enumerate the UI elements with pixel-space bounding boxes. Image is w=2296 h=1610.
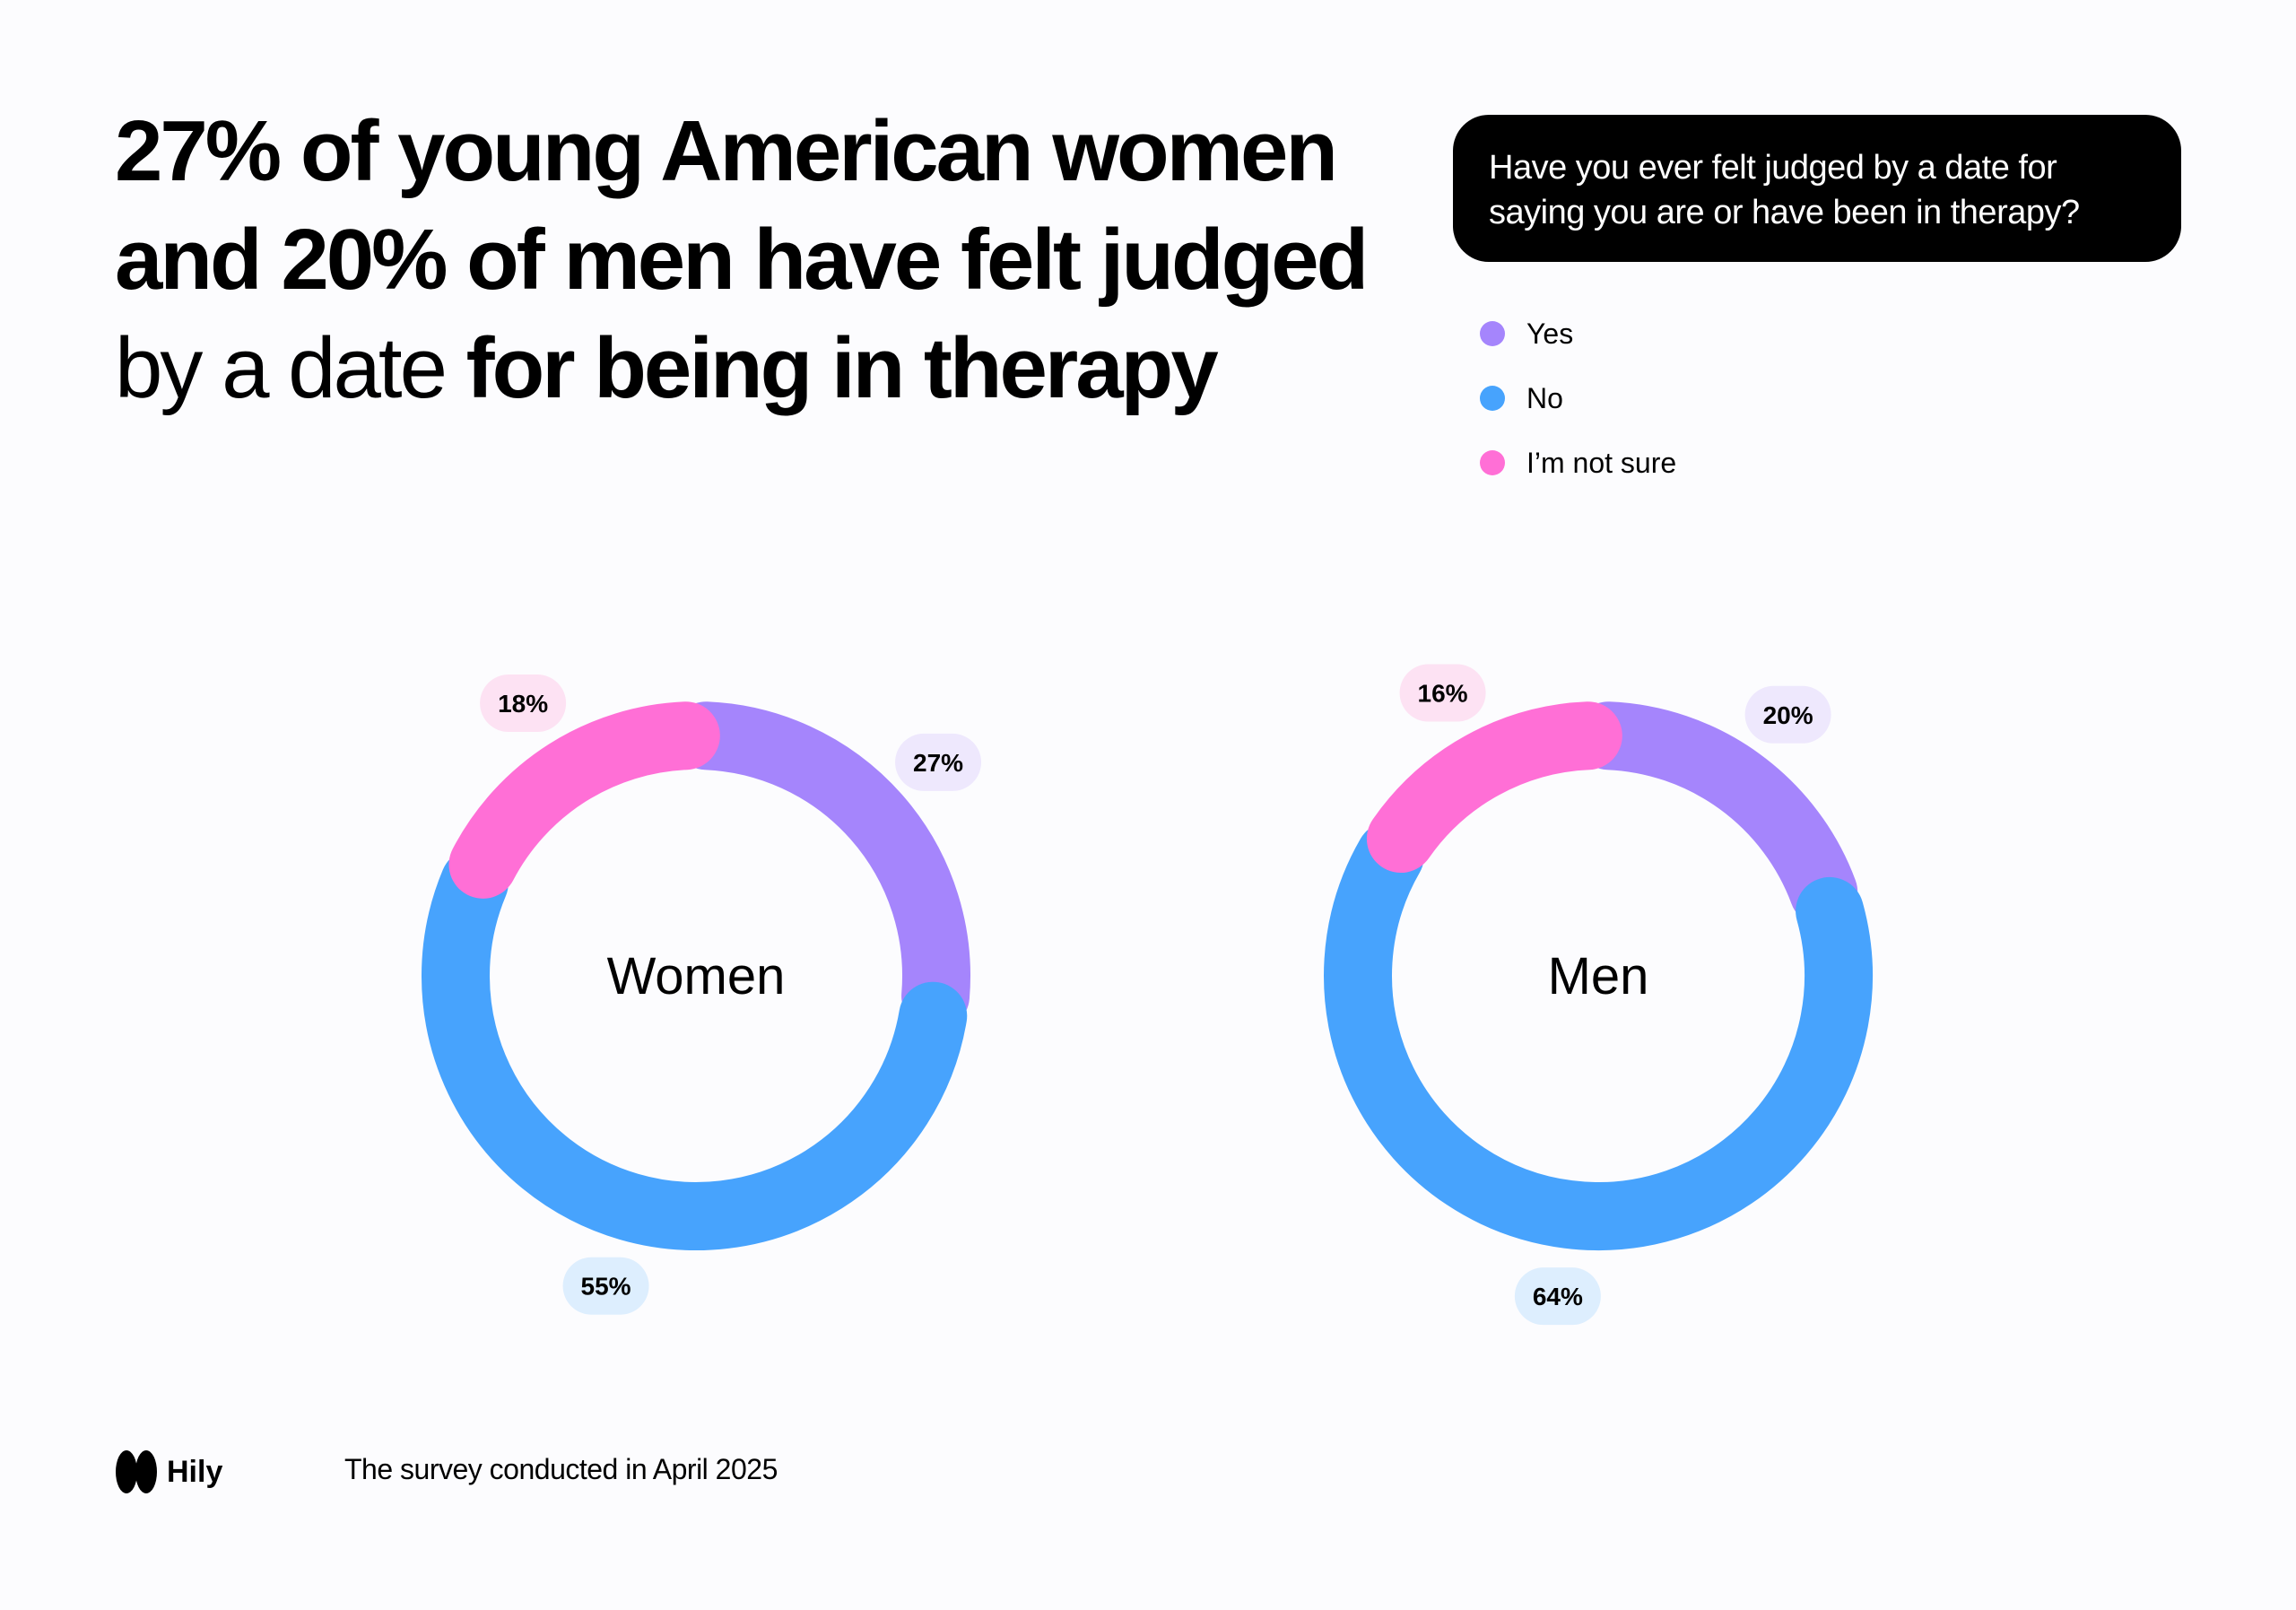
donut-center-label-women: Women bbox=[607, 947, 786, 1005]
hily-logo-icon bbox=[116, 1450, 157, 1493]
slice-label-bg-yes-men bbox=[1744, 685, 1831, 744]
slice-label-bg-i-m-not-sure-men bbox=[1399, 664, 1486, 722]
legend-item-not-sure: I’m not sure bbox=[1480, 431, 1676, 495]
survey-question: Have you ever felt judged by a date for … bbox=[1453, 115, 2181, 262]
donut-center-label-men: Men bbox=[1548, 947, 1649, 1005]
legend-label-not-sure: I’m not sure bbox=[1526, 446, 1677, 479]
legend-label-no: No bbox=[1526, 381, 1563, 414]
slice-i-m-not-sure-women bbox=[448, 701, 720, 899]
survey-date-note: The survey conducted in April 2025 bbox=[344, 1453, 778, 1485]
headline-bold-part: 27% of young American women and 20% of m… bbox=[115, 103, 1369, 308]
legend-label-yes: Yes bbox=[1526, 317, 1574, 350]
legend-item-yes: Yes bbox=[1480, 301, 1676, 366]
slice-yes-women bbox=[672, 701, 970, 1031]
slice-label-yes-men: 20% bbox=[1763, 701, 1813, 729]
slice-no-men bbox=[1324, 822, 1873, 1250]
slice-label-yes-women: 27% bbox=[913, 749, 963, 777]
slice-i-m-not-sure-men bbox=[1366, 701, 1622, 874]
legend-item-no: No bbox=[1480, 366, 1676, 431]
slice-yes-men bbox=[1574, 701, 1858, 927]
slice-label-bg-no-men bbox=[1514, 1267, 1601, 1326]
slice-label-i-m-not-sure-women: 18% bbox=[498, 690, 548, 718]
headline-bold-part-end: for being in therapy bbox=[465, 320, 1219, 416]
slice-label-i-m-not-sure-men: 16% bbox=[1418, 680, 1468, 708]
legend-dot-no bbox=[1480, 386, 1505, 411]
donut-chart-women: 27% 55% 18% Women bbox=[422, 674, 982, 1315]
hily-logo: Hily bbox=[115, 1449, 222, 1494]
headline-regular-part: by a date bbox=[115, 320, 466, 416]
donut-chart-men: 20% 64% 16% Men bbox=[1324, 664, 1873, 1326]
slice-label-bg-i-m-not-sure-women bbox=[480, 674, 567, 733]
slice-label-no-women: 55% bbox=[581, 1273, 631, 1301]
slice-label-no-men: 64% bbox=[1533, 1283, 1583, 1310]
legend-dot-not-sure bbox=[1480, 450, 1505, 475]
legend-dot-yes bbox=[1480, 321, 1505, 346]
slice-no-women bbox=[422, 849, 968, 1250]
headline: 27% of young American women and 20% of m… bbox=[115, 97, 1388, 422]
slice-label-bg-no-women bbox=[562, 1257, 649, 1315]
brand-name: Hily bbox=[167, 1454, 223, 1489]
slice-label-bg-yes-women bbox=[895, 733, 982, 791]
chart-legend: Yes No I’m not sure bbox=[1480, 301, 1676, 495]
